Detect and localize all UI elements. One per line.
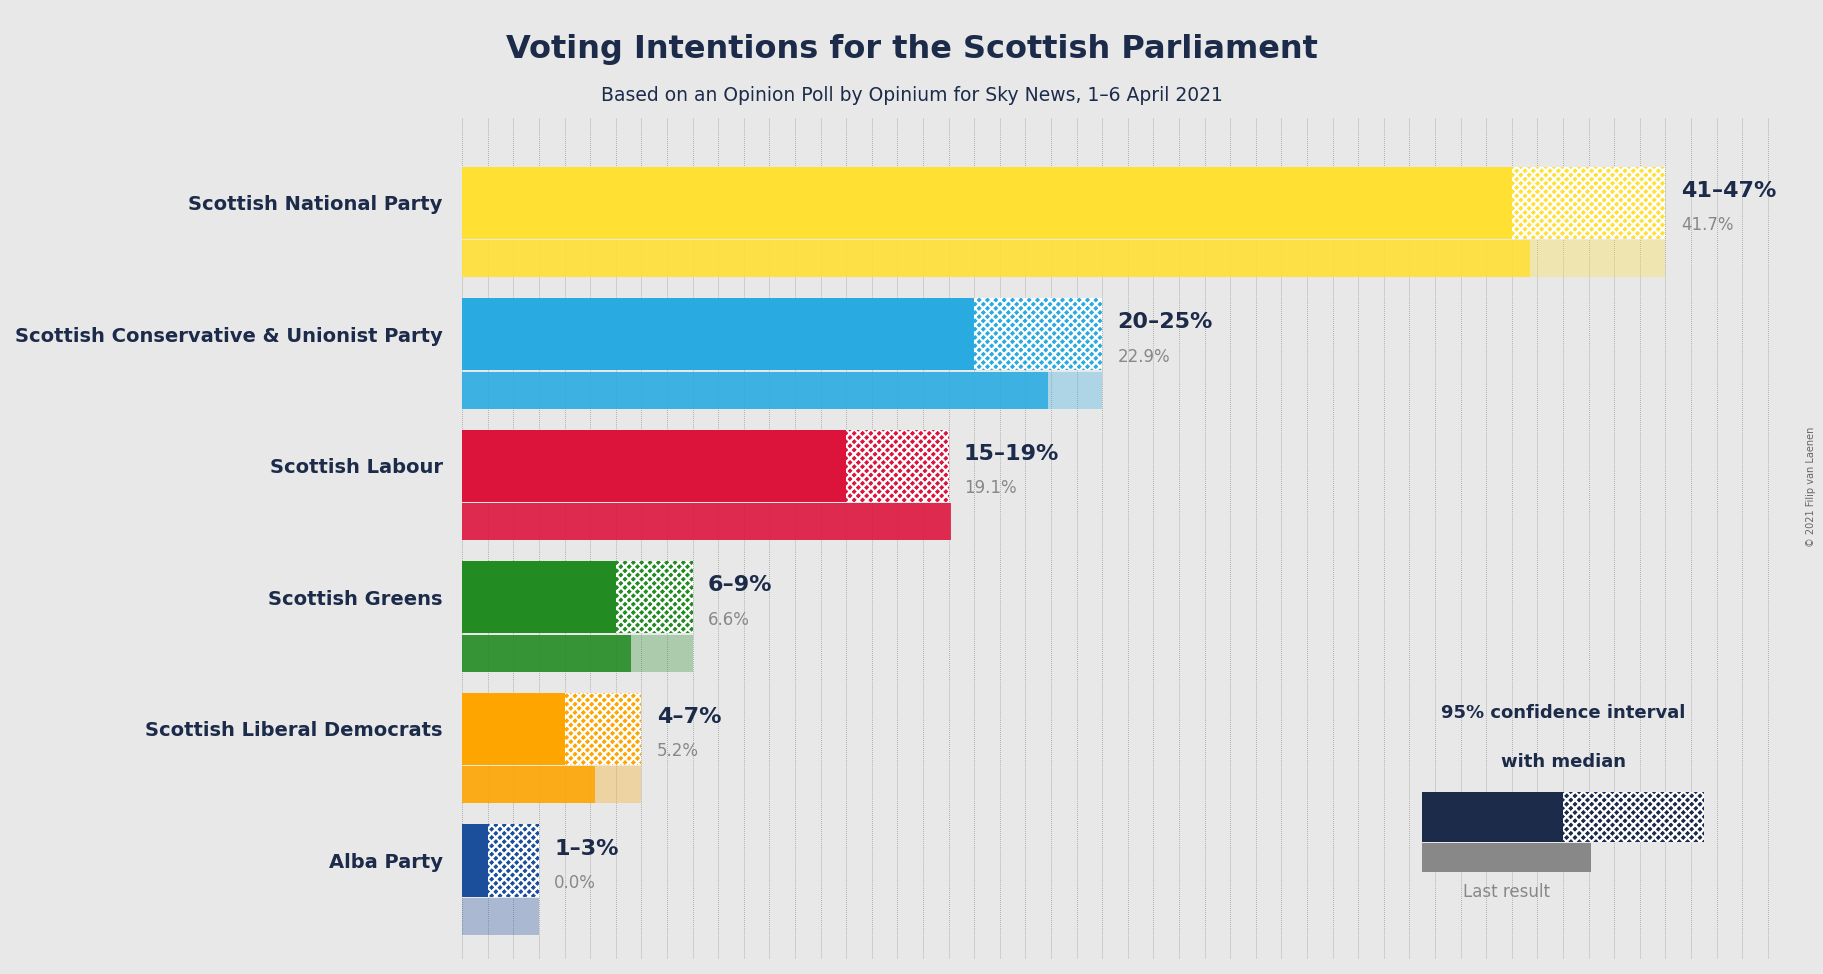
Bar xyxy=(616,561,693,633)
Bar xyxy=(463,693,565,765)
Bar xyxy=(1562,792,1705,842)
Bar xyxy=(565,693,642,765)
Bar xyxy=(1511,167,1666,239)
Text: 22.9%: 22.9% xyxy=(1117,348,1170,365)
Bar xyxy=(1511,167,1666,239)
Text: Voting Intentions for the Scottish Parliament: Voting Intentions for the Scottish Parli… xyxy=(505,34,1318,65)
Text: 20–25%: 20–25% xyxy=(1117,313,1212,332)
Bar xyxy=(463,561,616,633)
Text: with median: with median xyxy=(1500,753,1626,771)
Bar xyxy=(463,767,642,804)
Bar xyxy=(463,241,1666,277)
Text: Last result: Last result xyxy=(1464,882,1550,901)
Bar xyxy=(463,824,489,896)
Bar xyxy=(463,504,948,541)
Bar xyxy=(973,298,1103,370)
Bar xyxy=(463,898,540,935)
Text: 15–19%: 15–19% xyxy=(964,444,1059,464)
Text: 4–7%: 4–7% xyxy=(656,707,722,727)
Text: 6.6%: 6.6% xyxy=(707,611,749,628)
Bar xyxy=(616,561,693,633)
Bar xyxy=(1562,792,1705,842)
Bar xyxy=(463,504,952,541)
Bar xyxy=(846,430,948,502)
Bar xyxy=(489,824,540,896)
Bar xyxy=(616,561,693,633)
Bar xyxy=(846,430,948,502)
Text: 0.0%: 0.0% xyxy=(554,874,596,892)
Text: 6–9%: 6–9% xyxy=(707,576,773,595)
Text: 41–47%: 41–47% xyxy=(1681,181,1776,201)
Bar xyxy=(846,430,948,502)
Bar xyxy=(463,372,1048,408)
Bar xyxy=(565,693,642,765)
Bar xyxy=(1511,167,1666,239)
Text: 19.1%: 19.1% xyxy=(964,479,1017,497)
Bar xyxy=(973,298,1103,370)
Bar xyxy=(489,824,540,896)
Bar xyxy=(565,693,642,765)
Bar xyxy=(463,767,596,804)
Bar xyxy=(1422,843,1591,872)
Text: Based on an Opinion Poll by Opinium for Sky News, 1–6 April 2021: Based on an Opinion Poll by Opinium for … xyxy=(600,86,1223,105)
Text: © 2021 Filip van Laenen: © 2021 Filip van Laenen xyxy=(1807,427,1816,547)
Text: 95% confidence interval: 95% confidence interval xyxy=(1440,704,1684,723)
Bar xyxy=(463,241,1529,277)
Bar xyxy=(973,298,1103,370)
Bar xyxy=(463,298,973,370)
Text: 1–3%: 1–3% xyxy=(554,839,618,858)
Bar xyxy=(1422,792,1562,842)
Bar xyxy=(463,167,1511,239)
Bar xyxy=(463,635,631,672)
Bar xyxy=(1562,792,1705,842)
Text: 5.2%: 5.2% xyxy=(656,742,698,760)
Bar xyxy=(463,430,846,502)
Text: 41.7%: 41.7% xyxy=(1681,216,1734,234)
Bar xyxy=(489,824,540,896)
Bar xyxy=(463,635,693,672)
Bar xyxy=(463,372,1103,408)
